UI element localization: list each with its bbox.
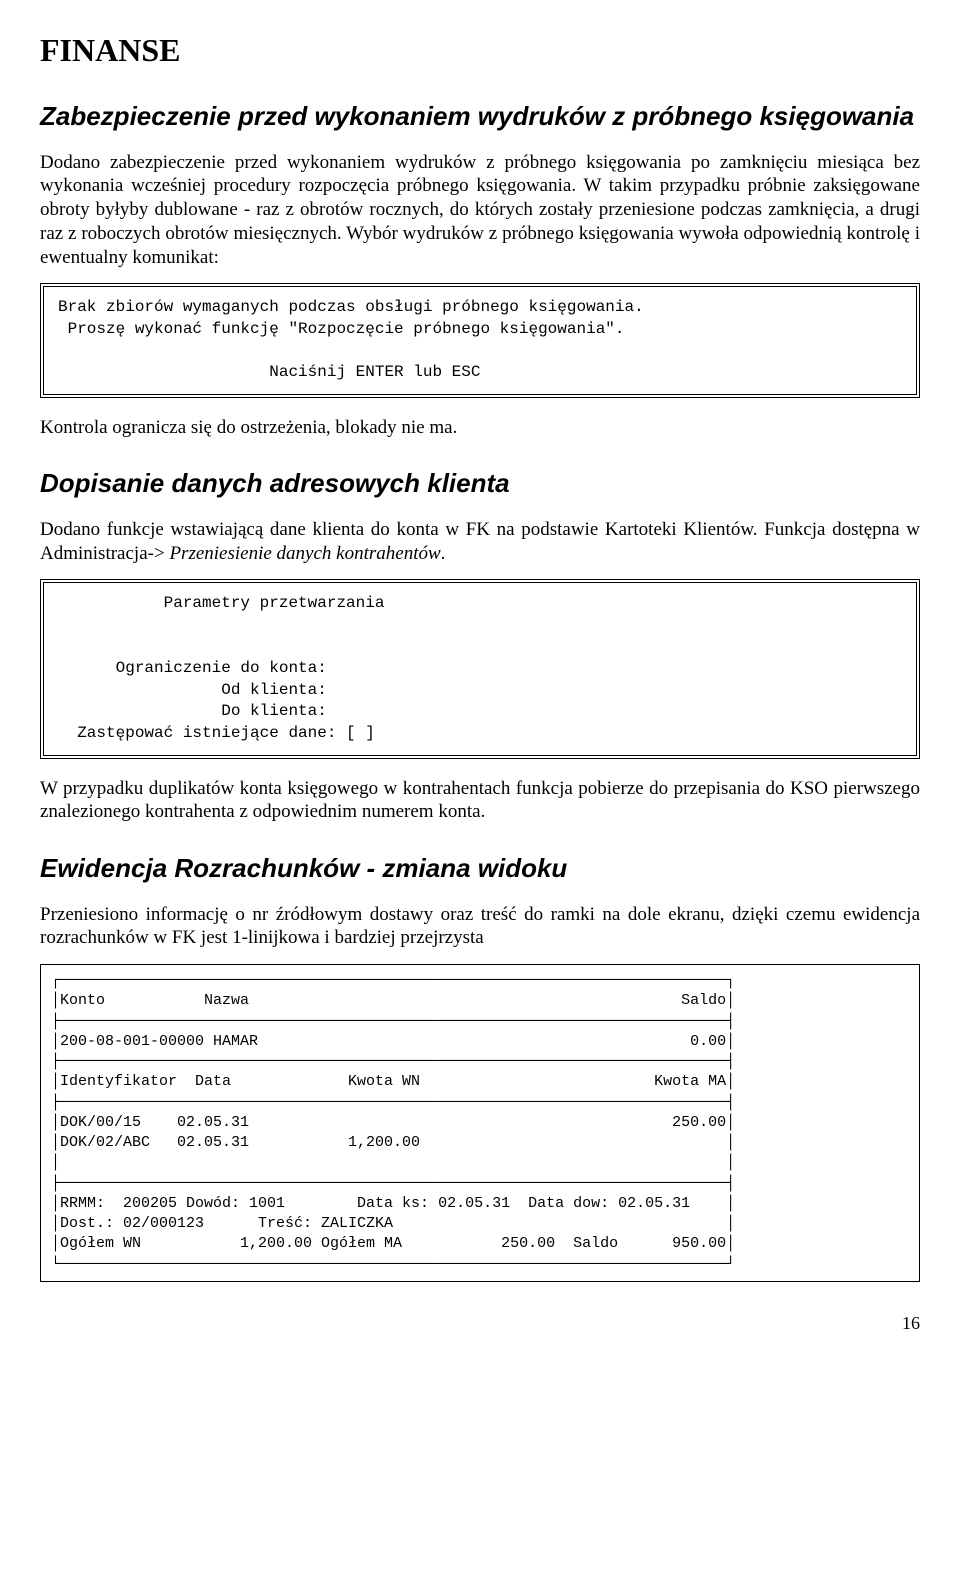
section1-para: Dodano zabezpieczenie przed wykonaniem w… [40,151,920,270]
page-title: FINANSE [40,30,920,70]
section3-para: Przeniesiono informację o nr źródłowym d… [40,903,920,951]
section1-heading: Zabezpieczenie przed wykonaniem wydruków… [40,100,920,133]
section3-heading: Ewidencja Rozrachunków - zmiana widoku [40,852,920,885]
section2-para: Dodano funkcje wstawiającą dane klienta … [40,518,920,566]
section2-after: W przypadku duplikatów konta księgowego … [40,777,920,825]
section2-heading: Dopisanie danych adresowych klienta [40,467,920,500]
page-number: 16 [40,1312,920,1335]
section1-after: Kontrola ogranicza się do ostrzeżenia, b… [40,416,920,440]
section2-params-box: Parametry przetwarzania Ograniczenie do … [40,579,920,758]
section2-para-text-b: . [441,543,446,564]
section2-para-em: Przeniesienie danych kontrahentów [169,543,440,564]
section1-message-box: Brak zbiorów wymaganych podczas obsługi … [40,283,920,397]
section3-table: ┌───────────────────────────────────────… [40,964,920,1282]
